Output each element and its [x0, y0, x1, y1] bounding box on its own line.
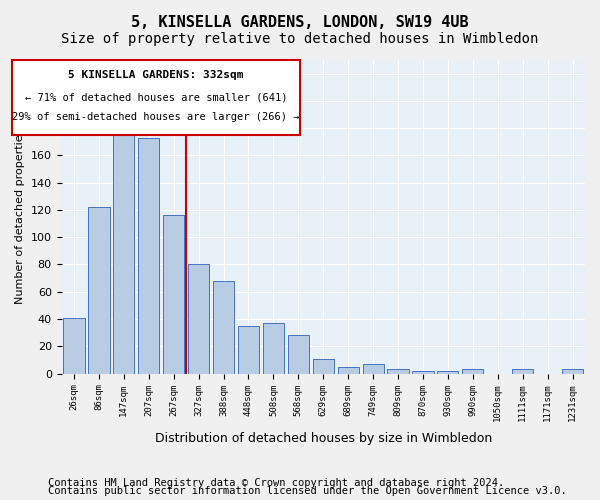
Bar [138, 138, 160, 374]
Bar [462, 370, 484, 374]
Bar [512, 370, 533, 374]
Bar [88, 207, 110, 374]
Text: ← 71% of detached houses are smaller (641): ← 71% of detached houses are smaller (64… [25, 92, 287, 102]
Bar [113, 124, 134, 374]
Bar [213, 281, 234, 374]
Text: Contains HM Land Registry data © Crown copyright and database right 2024.: Contains HM Land Registry data © Crown c… [48, 478, 504, 488]
Text: Contains public sector information licensed under the Open Government Licence v3: Contains public sector information licen… [48, 486, 567, 496]
Text: Size of property relative to detached houses in Wimbledon: Size of property relative to detached ho… [61, 32, 539, 46]
Bar [263, 323, 284, 374]
Bar [437, 371, 458, 374]
Bar [338, 366, 359, 374]
Text: 5 KINSELLA GARDENS: 332sqm: 5 KINSELLA GARDENS: 332sqm [68, 70, 244, 80]
Bar [188, 264, 209, 374]
Bar [313, 358, 334, 374]
Bar [64, 318, 85, 374]
Bar [562, 370, 583, 374]
Bar [412, 371, 434, 374]
Bar [388, 370, 409, 374]
Bar [238, 326, 259, 374]
Text: 5, KINSELLA GARDENS, LONDON, SW19 4UB: 5, KINSELLA GARDENS, LONDON, SW19 4UB [131, 15, 469, 30]
Y-axis label: Number of detached properties: Number of detached properties [15, 129, 25, 304]
Bar [163, 216, 184, 374]
Text: 29% of semi-detached houses are larger (266) →: 29% of semi-detached houses are larger (… [12, 112, 300, 122]
X-axis label: Distribution of detached houses by size in Wimbledon: Distribution of detached houses by size … [155, 432, 492, 445]
Bar [362, 364, 384, 374]
Bar [288, 336, 309, 374]
